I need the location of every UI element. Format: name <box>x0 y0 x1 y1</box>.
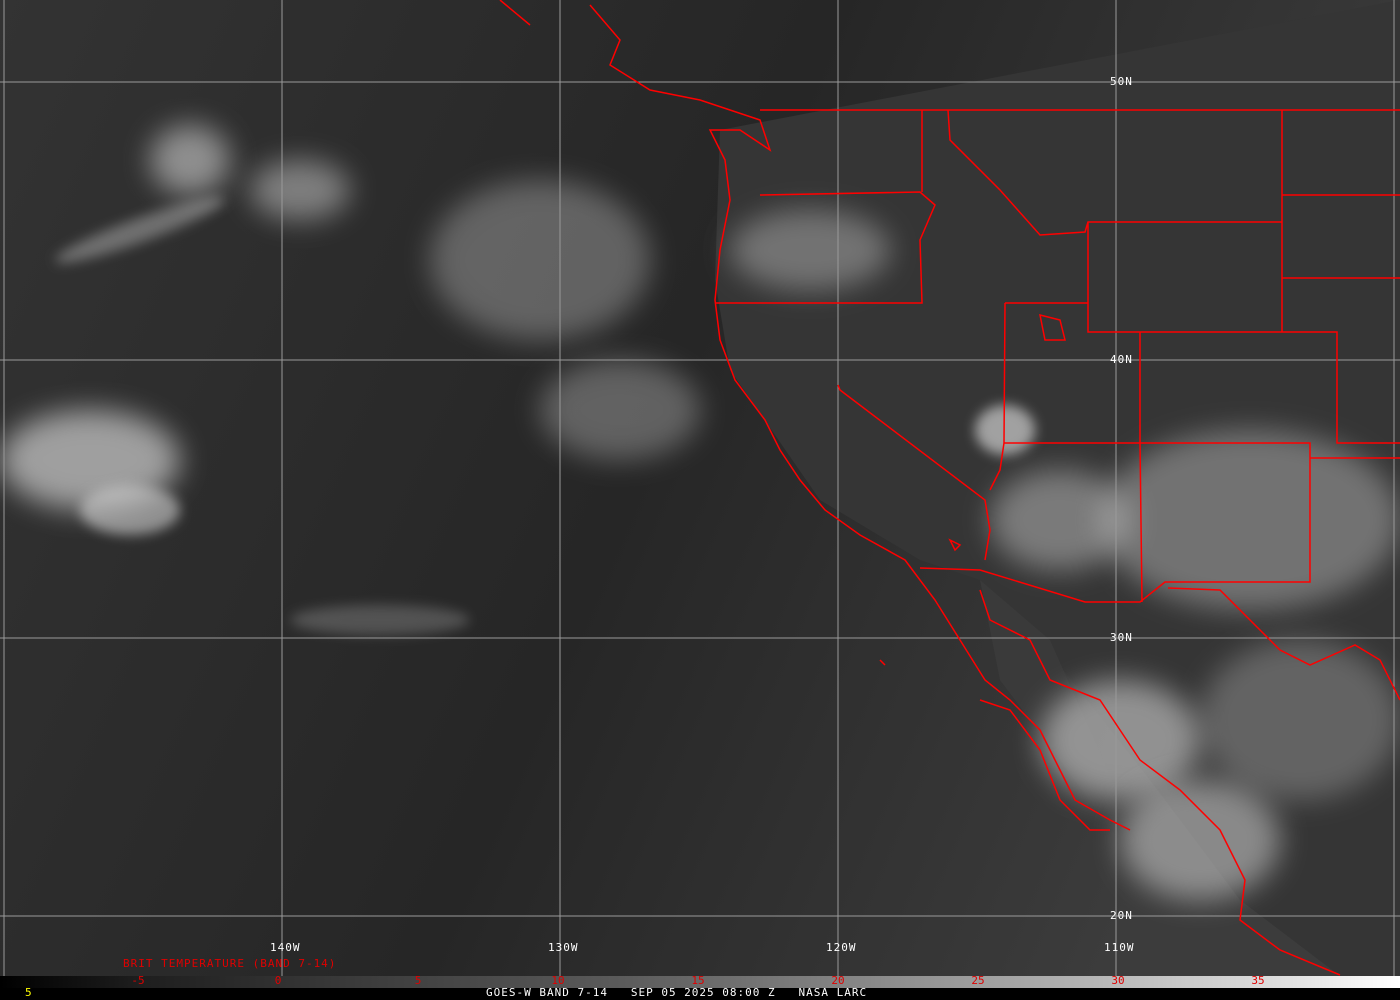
cloud-features <box>0 125 1400 900</box>
coastline-west <box>499 0 1131 831</box>
lon-label: 120W <box>826 941 857 954</box>
footer-caption: GOES-W BAND 7-14 SEP 05 2025 08:00 Z NAS… <box>486 986 868 999</box>
colorbar-tick: 30 <box>1111 974 1125 987</box>
colorbar-tick: 20 <box>831 974 845 987</box>
colorbar-tick: 5 <box>414 974 422 987</box>
lat-label: 30N <box>1110 631 1133 644</box>
colorbar-tick: 15 <box>691 974 705 987</box>
political-borders <box>499 0 1400 976</box>
coastline-gulf <box>979 589 1341 976</box>
colorbar-tick: 10 <box>551 974 565 987</box>
lon-label: 130W <box>548 941 579 954</box>
state-borders <box>715 109 1400 701</box>
footer-frame-number: 5 <box>25 986 32 999</box>
colorbar-tick: 25 <box>971 974 985 987</box>
lat-label: 50N <box>1110 75 1133 88</box>
map-canvas <box>0 0 1400 976</box>
lon-label: 140W <box>270 941 301 954</box>
colorbar-tick: 35 <box>1251 974 1265 987</box>
lat-label: 40N <box>1110 353 1133 366</box>
lat-lon-grid <box>0 0 1400 976</box>
color-bar <box>0 976 1400 988</box>
footer-bar <box>0 988 1400 1000</box>
colorbar-tick: 0 <box>274 974 282 987</box>
legend-title: BRIT TEMPERATURE (BAND 7-14) <box>123 957 337 970</box>
lat-label: 20N <box>1110 909 1133 922</box>
colorbar-tick: -5 <box>131 974 145 987</box>
coastline-baja <box>979 699 1110 831</box>
lon-label: 110W <box>1104 941 1135 954</box>
